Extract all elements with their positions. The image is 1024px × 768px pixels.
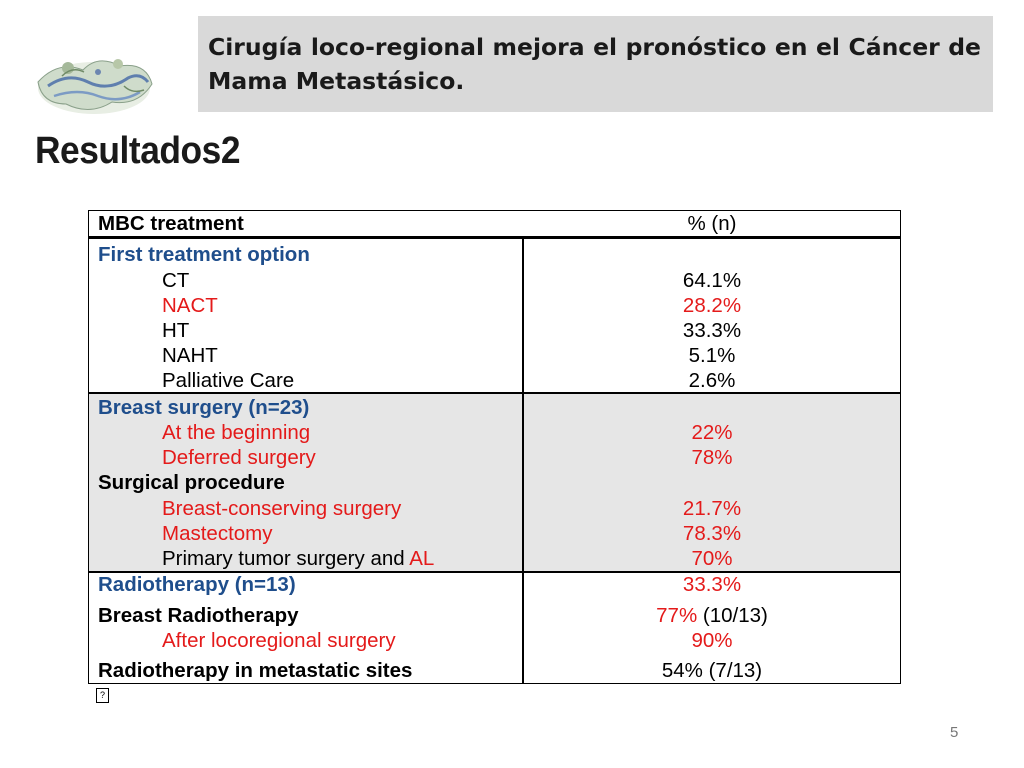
table-row-label: CT bbox=[162, 269, 190, 292]
row-divider bbox=[89, 392, 900, 394]
footnote-glyph: ? bbox=[96, 688, 109, 703]
table-row-label: At the beginning bbox=[162, 421, 311, 444]
table-row-value: 2.6% bbox=[688, 369, 736, 392]
label-abbrev: AL bbox=[409, 547, 435, 570]
table-row-value: 77% (10/13) bbox=[524, 603, 900, 628]
table-row-value: 33.3% bbox=[682, 319, 742, 342]
row-divider bbox=[89, 571, 900, 573]
table-row-label: Surgical procedure bbox=[98, 471, 285, 494]
table-row-value: 54% (7/13) bbox=[661, 659, 763, 682]
label-text: Primary tumor surgery and bbox=[162, 547, 410, 570]
table-row-value: 78.3% bbox=[682, 522, 742, 545]
table-row-label: First treatment option bbox=[98, 243, 310, 266]
section-heading: Resultados2 bbox=[35, 130, 241, 172]
table-row-label: NACT bbox=[162, 294, 218, 317]
table-row-label: Breast-conserving surgery bbox=[162, 497, 402, 520]
table-row-label: After locoregional surgery bbox=[162, 629, 396, 652]
table-row-value: 64.1% bbox=[682, 269, 742, 292]
table-row-label: Deferred surgery bbox=[162, 446, 316, 469]
table-row-label: Breast Radiotherapy bbox=[98, 604, 299, 627]
results-table: MBC treatment % (n) First treatment opti… bbox=[88, 210, 901, 684]
table-row-label: Primary tumor surgery and AL bbox=[162, 546, 434, 571]
page-number: 5 bbox=[950, 724, 959, 741]
header-col2: % (n) bbox=[687, 212, 737, 235]
table-row-value: 78% bbox=[691, 446, 733, 469]
header-col1: MBC treatment bbox=[98, 212, 244, 235]
table-row-value: 5.1% bbox=[688, 344, 736, 367]
shaded-band bbox=[89, 392, 900, 571]
table-row-value: 90% bbox=[691, 629, 733, 652]
table-row-label: HT bbox=[162, 319, 190, 342]
table-row-label: NAHT bbox=[162, 344, 218, 367]
table-row-label: Radiotherapy in metastatic sites bbox=[98, 659, 413, 682]
table-row-value: 33.3% bbox=[682, 573, 742, 596]
slide-title-box: Cirugía loco-regional mejora el pronósti… bbox=[198, 16, 993, 112]
table-row-value: 21.7% bbox=[682, 497, 742, 520]
value-percent: 77% bbox=[656, 604, 698, 627]
table-row-value: 22% bbox=[691, 421, 733, 444]
logo-illustration bbox=[37, 59, 153, 114]
slide-title: Cirugía loco-regional mejora el pronósti… bbox=[208, 33, 981, 95]
table-row-label: Mastectomy bbox=[162, 522, 273, 545]
table-row-label: Breast surgery (n=23) bbox=[98, 396, 310, 419]
table-row-label: Palliative Care bbox=[162, 369, 295, 392]
value-count: (10/13) bbox=[697, 604, 768, 627]
table-header: MBC treatment % (n) bbox=[89, 211, 900, 239]
table-row-value: 70% bbox=[691, 547, 733, 570]
table-row-label: Radiotherapy (n=13) bbox=[98, 573, 296, 596]
column-divider bbox=[522, 239, 524, 683]
table-row-value: 28.2% bbox=[682, 294, 742, 317]
